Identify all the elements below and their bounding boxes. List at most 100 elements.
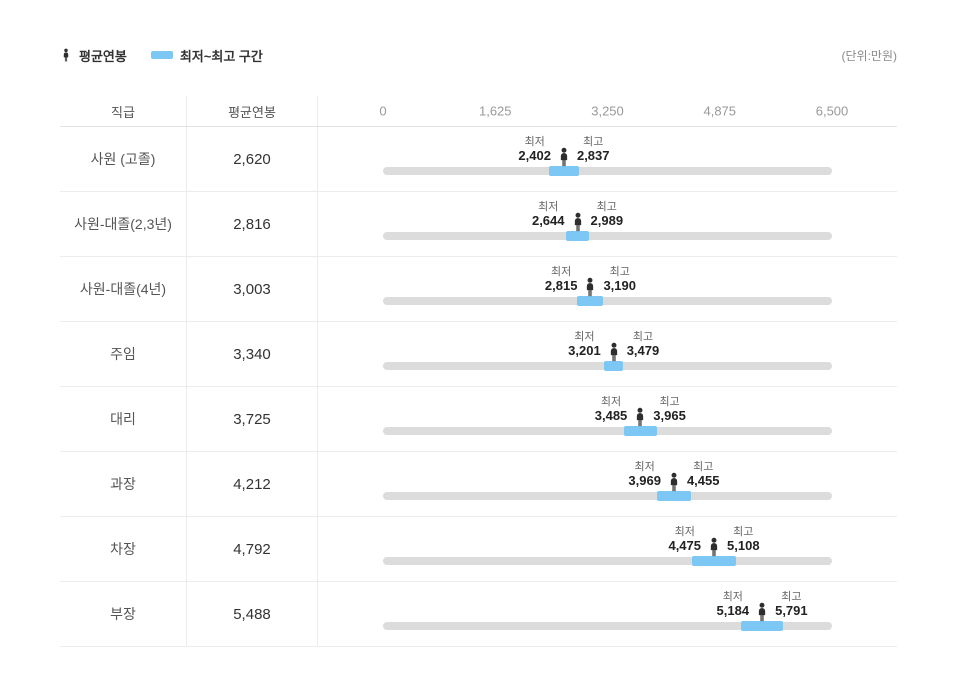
min-label: 최저 2,644 <box>532 201 565 229</box>
min-value: 4,475 <box>668 538 702 554</box>
average-person-icon <box>569 212 586 233</box>
min-caption: 최저 <box>574 331 595 344</box>
min-value: 2,644 <box>531 213 565 229</box>
max-caption: 최고 <box>781 591 802 604</box>
max-value: 2,837 <box>576 148 610 164</box>
average-salary-cell: 2,620 <box>187 127 318 191</box>
average-person-icon <box>665 472 682 493</box>
min-caption: 최저 <box>600 396 622 409</box>
rank-cell: 차장 <box>60 517 187 581</box>
legend-item-average: 평균연봉 <box>60 46 127 65</box>
min-label: 최저 2,815 <box>545 266 578 294</box>
min-value: 2,402 <box>518 148 551 164</box>
average-person-icon <box>754 602 771 623</box>
chart-header: 평균연봉 최저~최고 구간 (단위:만원) <box>60 44 897 66</box>
min-max-range-bar <box>657 491 691 501</box>
min-max-range-bar <box>548 166 579 176</box>
min-max-range-bar <box>623 426 657 436</box>
min-caption: 최저 <box>551 266 572 279</box>
min-value: 3,485 <box>594 408 628 424</box>
axis-tick-label: 0 <box>379 103 387 119</box>
range-chart-cell: 최저 5,184 최고 5,791 <box>318 582 897 646</box>
min-label: 최저 4,475 <box>668 526 701 554</box>
salary-chart-panel: 평균연봉 최저~최고 구간 (단위:만원) 직급 평균연봉 0 1,625 3,25… <box>60 44 897 647</box>
average-person-icon <box>605 342 622 363</box>
max-label: 최고 5,108 <box>727 526 760 554</box>
range-chart-cell: 최저 2,815 최고 3,190 <box>318 257 897 321</box>
range-track <box>383 427 832 435</box>
average-salary-cell: 5,488 <box>187 582 318 646</box>
min-label: 최저 2,402 <box>518 136 551 164</box>
min-max-range-bar <box>692 556 736 566</box>
average-person-icon <box>632 407 649 428</box>
rank-cell: 주임 <box>60 322 187 386</box>
range-swatch-icon <box>150 51 173 59</box>
range-track <box>383 297 832 305</box>
table-header-row: 직급 평균연봉 0 1,625 3,250 4,875 6,500 <box>60 96 897 127</box>
min-value: 3,201 <box>568 343 601 359</box>
average-salary-cell: 2,816 <box>187 192 318 256</box>
rank-cell: 사원-대졸(4년) <box>60 257 187 321</box>
range-chart-cell: 최저 2,402 최고 2,837 <box>318 127 897 191</box>
min-max-range-bar <box>565 231 590 241</box>
max-caption: 최고 <box>693 461 714 474</box>
header-axis: 0 1,625 3,250 4,875 6,500 <box>318 96 897 126</box>
max-value: 3,965 <box>653 408 686 424</box>
average-salary-cell: 3,003 <box>187 257 318 321</box>
max-caption: 최고 <box>733 526 754 539</box>
rank-cell: 과장 <box>60 452 187 516</box>
unit-note: (단위:만원) <box>841 48 898 63</box>
max-caption: 최고 <box>596 201 617 214</box>
max-caption: 최고 <box>632 331 654 344</box>
average-salary-cell: 3,725 <box>187 387 318 451</box>
rank-cell: 대리 <box>60 387 187 451</box>
legend-item-range: 최저~최고 구간 <box>150 46 263 65</box>
max-caption: 최고 <box>583 136 604 149</box>
table-row: 사원-대졸(4년) 3,003 최저 2,815 최고 3,190 <box>60 257 897 322</box>
max-label: 최고 3,190 <box>603 266 636 294</box>
table-row: 대리 3,725 최저 3,485 최고 3,965 <box>60 387 897 452</box>
table-row: 사원 (고졸) 2,620 최저 2,402 최고 2,837 <box>60 127 897 192</box>
max-label: 최고 2,989 <box>591 201 624 229</box>
range-track <box>383 167 832 175</box>
table-row: 과장 4,212 최저 3,969 최고 4,455 <box>60 452 897 517</box>
average-person-icon <box>555 147 572 168</box>
max-value: 2,989 <box>590 213 624 229</box>
table-body: 사원 (고졸) 2,620 최저 2,402 최고 2,837 <box>60 127 897 647</box>
min-label: 최저 5,184 <box>717 591 750 619</box>
min-max-range-bar <box>741 621 784 631</box>
max-caption: 최고 <box>609 266 630 279</box>
max-label: 최고 2,837 <box>577 136 610 164</box>
average-salary-cell: 3,340 <box>187 322 318 386</box>
range-chart-cell: 최저 3,201 최고 3,479 <box>318 322 897 386</box>
table-row: 주임 3,340 최저 3,201 최고 3,479 <box>60 322 897 387</box>
legend-average-label: 평균연봉 <box>79 48 127 64</box>
header-average-salary: 평균연봉 <box>187 96 318 126</box>
average-person-icon <box>582 277 599 298</box>
average-salary-cell: 4,212 <box>187 452 318 516</box>
min-max-range-bar <box>604 361 624 371</box>
min-caption: 최저 <box>634 461 655 474</box>
range-chart-cell: 최저 3,485 최고 3,965 <box>318 387 897 451</box>
min-label: 최저 3,201 <box>568 331 601 359</box>
range-track <box>383 492 832 500</box>
max-caption: 최고 <box>659 396 680 409</box>
max-label: 최고 5,791 <box>775 591 808 619</box>
max-value: 5,108 <box>727 538 760 554</box>
rank-cell: 부장 <box>60 582 187 646</box>
min-label: 최저 3,969 <box>628 461 661 489</box>
range-chart-cell: 최저 3,969 최고 4,455 <box>318 452 897 516</box>
range-track <box>383 622 832 630</box>
axis-tick-label: 1,625 <box>478 103 512 119</box>
rank-cell: 사원 (고졸) <box>60 127 187 191</box>
table-row: 부장 5,488 최저 5,184 최고 5,791 <box>60 582 897 647</box>
range-chart-cell: 최저 2,644 최고 2,989 <box>318 192 897 256</box>
min-value: 2,815 <box>544 278 578 294</box>
min-caption: 최저 <box>722 591 743 604</box>
axis-tick-label: 3,250 <box>591 103 624 119</box>
min-label: 최저 3,485 <box>595 396 628 424</box>
range-track <box>383 232 832 240</box>
min-value: 5,184 <box>716 603 750 619</box>
legend-range-label: 최저~최고 구간 <box>179 48 263 64</box>
x-axis: 0 1,625 3,250 4,875 6,500 <box>379 96 848 126</box>
